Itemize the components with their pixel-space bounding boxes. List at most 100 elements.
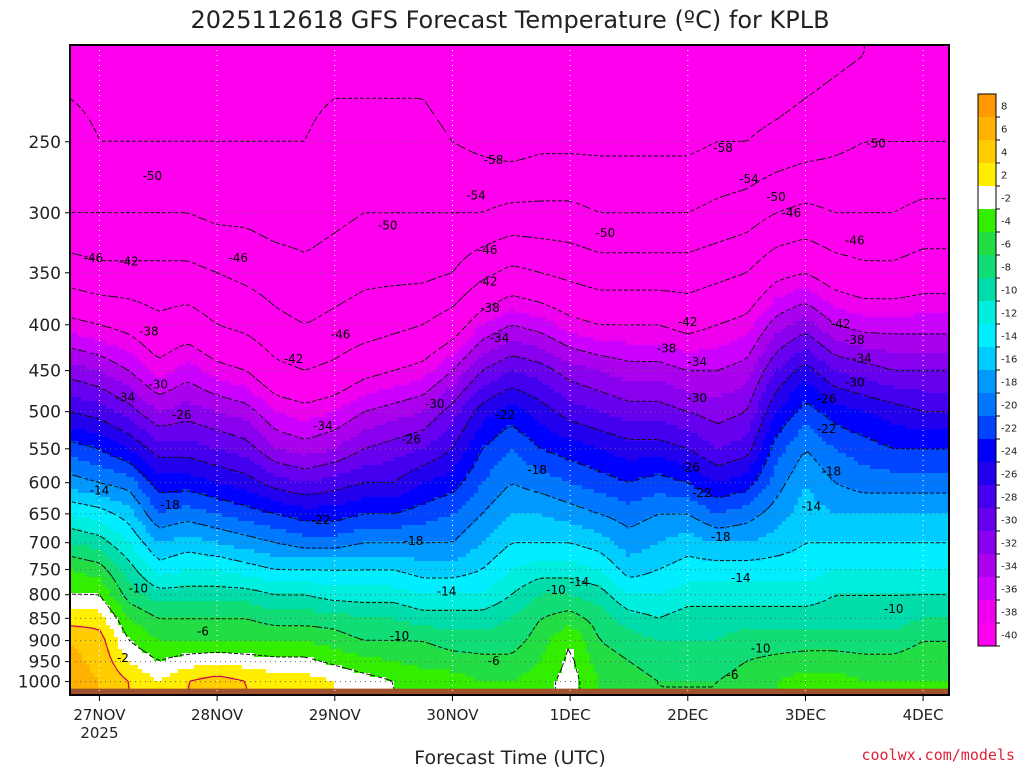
fill-cell — [578, 49, 583, 54]
fill-cell — [346, 113, 351, 118]
fill-cell — [338, 105, 343, 110]
fill-cell — [818, 81, 823, 86]
fill-cell — [162, 117, 167, 122]
fill-cell — [522, 133, 527, 138]
fill-cell — [690, 73, 695, 78]
fill-cell — [470, 129, 475, 134]
fill-cell — [718, 73, 723, 78]
fill-cell — [442, 53, 447, 58]
fill-cell — [262, 93, 267, 98]
fill-cell — [382, 45, 387, 50]
fill-cell — [110, 77, 115, 82]
fill-cell — [550, 101, 555, 106]
fill-cell — [438, 57, 443, 62]
fill-cell — [294, 109, 299, 114]
fill-cell — [306, 49, 311, 54]
fill-cell — [398, 89, 403, 94]
fill-cell — [774, 93, 779, 98]
fill-cell — [394, 101, 399, 106]
fill-cell — [586, 61, 591, 66]
fill-cell — [306, 85, 311, 90]
fill-cell — [502, 133, 507, 138]
fill-cell — [574, 61, 579, 66]
fill-cell — [182, 97, 187, 102]
fill-cell — [586, 113, 591, 118]
fill-cell — [422, 73, 427, 78]
fill-cell — [406, 49, 411, 54]
fill-cell — [506, 101, 511, 106]
fill-cell — [470, 117, 475, 122]
fill-cell — [526, 77, 531, 82]
fill-cell — [930, 65, 935, 70]
fill-cell — [898, 65, 903, 70]
fill-cell — [170, 81, 175, 86]
fill-cell — [778, 73, 783, 78]
fill-cell — [758, 45, 763, 50]
fill-cell — [450, 101, 455, 106]
fill-cell — [542, 129, 547, 134]
fill-cell — [698, 101, 703, 106]
fill-cell — [678, 117, 683, 122]
fill-cell — [210, 133, 215, 138]
fill-cell — [646, 45, 651, 50]
fill-cell — [410, 69, 415, 74]
fill-cell — [178, 133, 183, 138]
fill-cell — [406, 77, 411, 82]
fill-cell — [678, 77, 683, 82]
fill-cell — [782, 45, 787, 50]
fill-cell — [338, 77, 343, 82]
fill-cell — [114, 81, 119, 86]
fill-cell — [562, 97, 567, 102]
fill-cell — [662, 53, 667, 58]
fill-cell — [202, 69, 207, 74]
fill-cell — [526, 65, 531, 70]
fill-cell — [314, 73, 319, 78]
fill-cell — [858, 101, 863, 106]
fill-cell — [570, 61, 575, 66]
fill-cell — [798, 109, 803, 114]
fill-cell — [218, 53, 223, 58]
fill-cell — [86, 57, 91, 62]
fill-cell — [442, 105, 447, 110]
fill-cell — [370, 65, 375, 70]
fill-cell — [614, 53, 619, 58]
fill-cell — [122, 53, 127, 58]
fill-cell — [302, 73, 307, 78]
fill-cell — [494, 81, 499, 86]
fill-cell — [238, 109, 243, 114]
fill-cell — [398, 61, 403, 66]
fill-cell — [438, 65, 443, 70]
fill-cell — [746, 53, 751, 58]
fill-cell — [598, 125, 603, 130]
fill-cell — [194, 109, 199, 114]
fill-cell — [750, 113, 755, 118]
fill-cell — [658, 65, 663, 70]
fill-cell — [738, 89, 743, 94]
fill-cell — [86, 53, 91, 58]
fill-cell — [438, 53, 443, 58]
fill-cell — [942, 57, 947, 62]
fill-cell — [302, 113, 307, 118]
fill-cell — [286, 45, 291, 50]
fill-cell — [826, 65, 831, 70]
fill-cell — [406, 97, 411, 102]
fill-cell — [822, 77, 827, 82]
fill-cell — [426, 109, 431, 114]
fill-cell — [842, 125, 847, 130]
fill-cell — [70, 109, 75, 114]
fill-cell — [782, 93, 787, 98]
fill-cell — [834, 77, 839, 82]
fill-cell — [666, 77, 671, 82]
fill-cell — [542, 53, 547, 58]
fill-cell — [446, 49, 451, 54]
fill-cell — [466, 53, 471, 58]
fill-cell — [570, 89, 575, 94]
fill-cell — [374, 45, 379, 50]
fill-cell — [298, 49, 303, 54]
fill-cell — [458, 85, 463, 90]
fill-cell — [118, 69, 123, 74]
fill-cell — [490, 69, 495, 74]
fill-cell — [922, 97, 927, 102]
fill-cell — [818, 113, 823, 118]
fill-cell — [758, 113, 763, 118]
